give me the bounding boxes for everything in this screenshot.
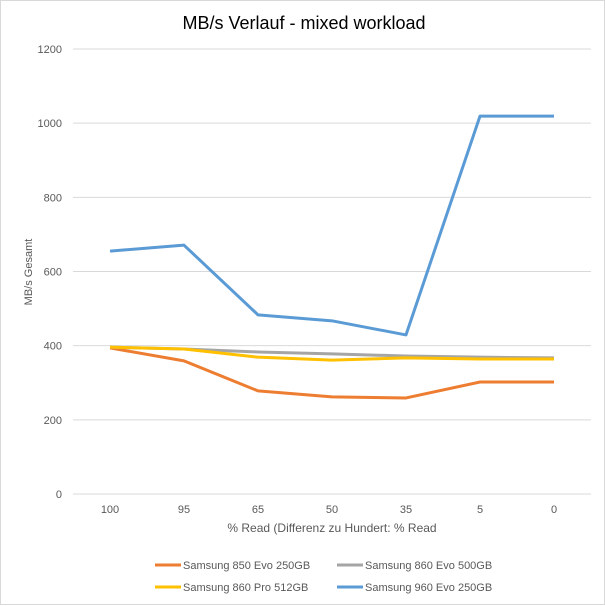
x-tick-label: 95 — [178, 504, 190, 516]
series-line — [109, 346, 554, 400]
x-tick-label: 35 — [400, 504, 412, 516]
legend-label: Samsung 850 Evo 250GB — [183, 560, 310, 572]
x-tick-label: 100 — [101, 504, 119, 516]
y-tick-label: 200 — [44, 415, 62, 427]
y-tick-label: 0 — [56, 489, 62, 501]
legend-label: Samsung 860 Pro 512GB — [183, 582, 308, 594]
y-axis-label: MB/s Gesamt — [23, 239, 35, 306]
legend-label: Samsung 960 Evo 250GB — [365, 582, 492, 594]
x-axis-label: % Read (Differenz zu Hundert: % Read — [227, 521, 436, 535]
y-tick-label: 600 — [44, 267, 62, 279]
series-line — [109, 114, 554, 337]
x-tick-label: 5 — [477, 504, 483, 516]
y-tick-label: 1000 — [38, 118, 62, 130]
x-tick-label: 0 — [551, 504, 557, 516]
y-tick-label: 1200 — [38, 44, 62, 56]
legend-label: Samsung 860 Evo 500GB — [365, 560, 492, 572]
y-tick-label: 800 — [44, 192, 62, 204]
x-tick-label: 50 — [326, 504, 338, 516]
x-tick-label: 65 — [252, 504, 264, 516]
series-line — [109, 345, 554, 362]
chart-title: MB/s Verlauf - mixed workload — [182, 13, 425, 33]
y-tick-label: 400 — [44, 341, 62, 353]
